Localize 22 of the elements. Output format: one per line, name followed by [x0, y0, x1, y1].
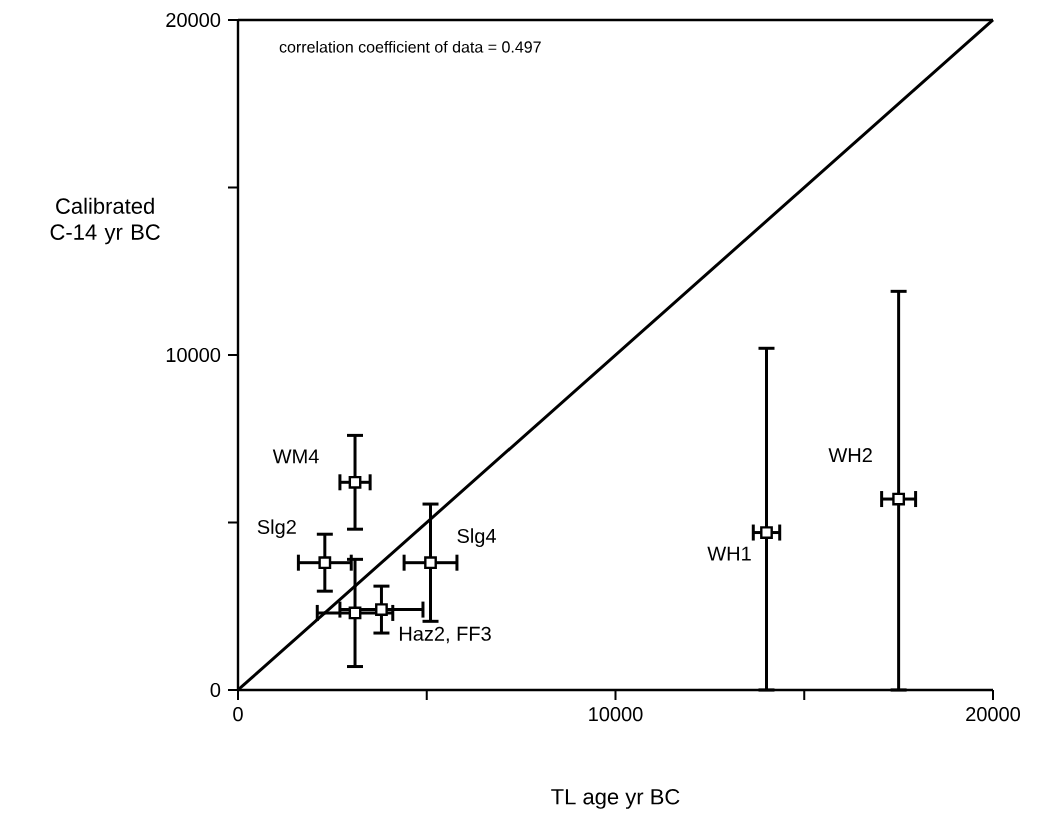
annotation: Slg2 — [257, 519, 296, 538]
y-tick-label: 10000 — [166, 347, 221, 363]
annotation: WH2 — [828, 448, 872, 463]
annotation: Slg4 — [457, 528, 496, 547]
point — [760, 526, 773, 539]
y-tick-label: 20000 — [166, 12, 221, 28]
x-axis-title: TL age yr BC — [551, 788, 680, 809]
point — [375, 603, 388, 616]
annotation: WM4 — [272, 449, 319, 464]
point — [348, 475, 362, 489]
x-tick-label: 20000 — [966, 707, 1021, 722]
x-tick-label: 10000 — [589, 707, 643, 722]
x-tick-label: 0 — [233, 707, 243, 722]
y-axis-title: Calibrated C-14 yr BC — [50, 197, 160, 245]
point — [348, 606, 362, 620]
y-tick-label: 0 — [210, 682, 221, 698]
annotation: Haz2, FF3 — [399, 626, 491, 644]
point — [892, 492, 906, 506]
annotation: correlation coefficient of data = 0.497 — [279, 40, 541, 53]
annotation: WH1 — [707, 546, 751, 561]
point — [318, 556, 332, 570]
point — [424, 556, 437, 570]
